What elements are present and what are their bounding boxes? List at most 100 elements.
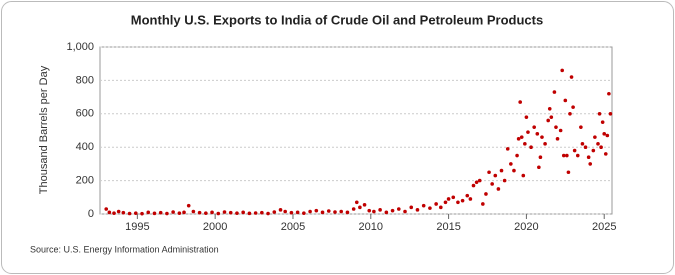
point: [509, 162, 513, 166]
point: [446, 197, 451, 201]
point: [362, 203, 367, 207]
point: [518, 100, 522, 104]
point: [571, 105, 575, 109]
point: [216, 211, 221, 216]
y-tick-label: 400: [76, 141, 94, 153]
point: [565, 153, 569, 158]
point: [593, 135, 597, 139]
point: [560, 68, 565, 73]
point: [210, 210, 214, 215]
point: [428, 206, 432, 210]
point: [409, 205, 414, 210]
point: [266, 211, 270, 216]
point: [521, 173, 526, 178]
point: [487, 170, 491, 175]
point: [583, 145, 588, 149]
point: [358, 205, 362, 210]
x-tick-label: 1995: [125, 221, 149, 233]
point: [575, 153, 580, 158]
point: [191, 209, 196, 214]
point: [605, 133, 610, 138]
point: [333, 210, 337, 214]
point: [526, 130, 530, 134]
point: [477, 178, 482, 183]
point: [558, 128, 563, 133]
y-tick-label: 800: [76, 74, 94, 86]
point: [490, 182, 494, 186]
point: [496, 187, 501, 191]
point: [121, 210, 126, 215]
point: [116, 209, 121, 214]
point: [396, 207, 401, 211]
point: [596, 142, 600, 146]
point: [456, 200, 460, 205]
point: [529, 145, 533, 149]
point: [515, 153, 519, 158]
x-tick-label: 2020: [514, 221, 538, 233]
point: [354, 200, 359, 205]
point: [519, 135, 524, 139]
chart-title: Monthly U.S. Exports to India of Crude O…: [131, 12, 543, 27]
x-tick-label: 2015: [436, 221, 460, 233]
point: [481, 202, 485, 206]
point: [591, 148, 596, 153]
point: [563, 98, 568, 103]
point: [289, 210, 294, 215]
y-tick-label: 200: [76, 175, 94, 187]
x-tick-label: 2025: [592, 221, 616, 233]
point: [222, 210, 227, 214]
point: [568, 112, 572, 116]
point: [523, 142, 527, 146]
point: [133, 211, 138, 215]
point: [182, 210, 186, 215]
x-tick-label: 2005: [281, 221, 305, 233]
point: [599, 145, 603, 149]
point: [197, 210, 202, 215]
point: [112, 211, 116, 215]
point: [547, 106, 552, 111]
point: [471, 183, 476, 188]
point: [186, 203, 191, 208]
x-tick-label: 2000: [203, 221, 227, 233]
point: [372, 209, 376, 214]
point: [586, 155, 591, 160]
point: [104, 207, 109, 211]
point: [177, 211, 182, 215]
point: [505, 147, 510, 151]
point: [308, 209, 312, 214]
point: [580, 142, 585, 146]
point: [247, 211, 252, 216]
point: [228, 210, 233, 215]
point: [241, 210, 245, 215]
point: [295, 210, 300, 215]
point: [140, 211, 144, 216]
point: [588, 162, 593, 166]
point: [451, 195, 456, 200]
point: [460, 198, 465, 203]
point: [579, 125, 583, 129]
point: [260, 210, 264, 215]
point: [540, 135, 544, 139]
point: [390, 208, 395, 213]
point: [171, 210, 175, 214]
point: [465, 193, 470, 198]
point: [204, 211, 208, 215]
point: [493, 173, 498, 178]
y-axis-label: Thousand Barrels per Day: [38, 65, 50, 194]
x-tick-label: 2010: [359, 221, 383, 233]
point: [502, 178, 507, 183]
point: [320, 210, 325, 215]
point: [351, 207, 356, 211]
point: [537, 165, 541, 170]
point: [253, 211, 258, 215]
point: [512, 168, 516, 173]
point: [378, 208, 382, 212]
point: [439, 205, 443, 210]
point: [549, 115, 554, 119]
point: [572, 148, 577, 153]
point: [603, 152, 608, 156]
point: [538, 155, 543, 160]
point: [555, 137, 560, 141]
